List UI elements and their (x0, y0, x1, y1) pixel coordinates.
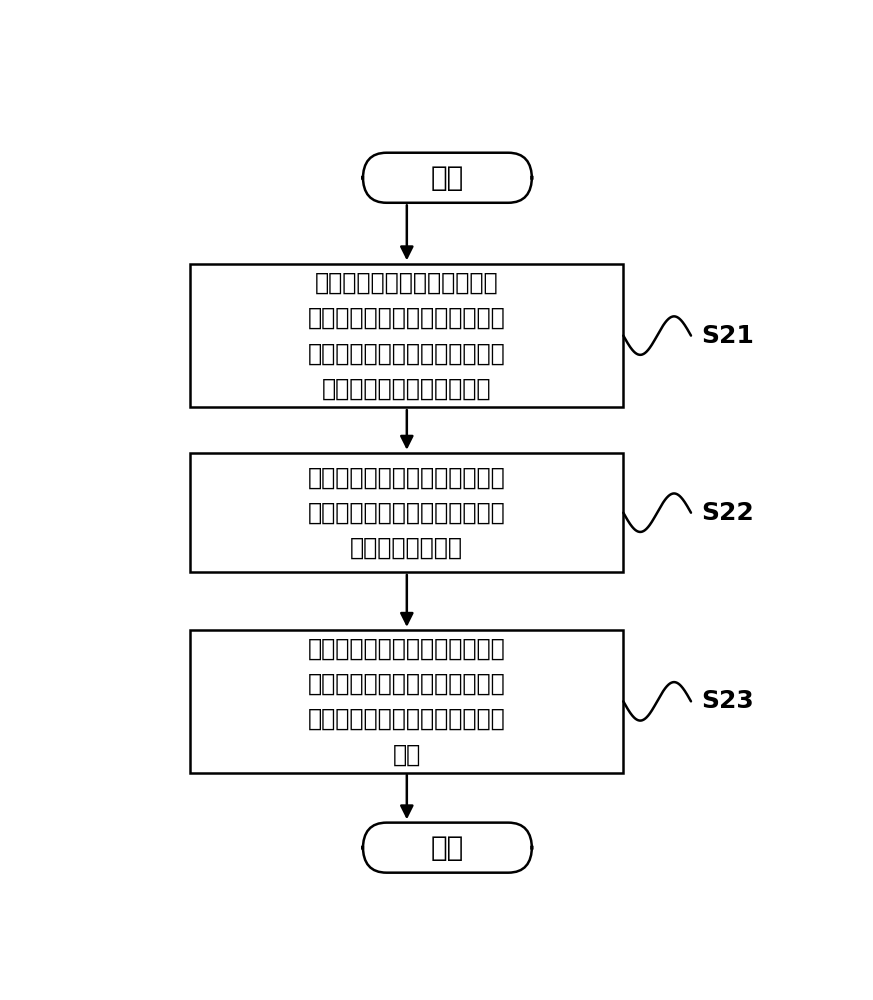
FancyBboxPatch shape (190, 453, 623, 572)
FancyBboxPatch shape (363, 153, 532, 203)
Text: 接收用户输入的启动指令，其
中，启动指令为启动应用程序的
安装包的指令，安装包中包括用
户界面线程和代码编译线程: 接收用户输入的启动指令，其 中，启动指令为启动应用程序的 安装包的指令，安装包中… (308, 270, 505, 401)
Text: S23: S23 (701, 689, 754, 713)
Text: S22: S22 (701, 501, 754, 525)
Text: 结束: 结束 (430, 834, 464, 862)
FancyBboxPatch shape (363, 823, 532, 873)
Text: 开始: 开始 (430, 164, 464, 192)
Text: 判断用户界面线程是否完成，若
用户界面线程启动完成，将代码
编译线程从暂停状态切换为运行
状态: 判断用户界面线程是否完成，若 用户界面线程启动完成，将代码 编译线程从暂停状态切… (308, 636, 505, 766)
FancyBboxPatch shape (190, 630, 623, 773)
Text: 根据启动指令，启动用户界面线
程，并将代码编译线程从运行状
态切换为暂停状态: 根据启动指令，启动用户界面线 程，并将代码编译线程从运行状 态切换为暂停状态 (308, 465, 505, 560)
Text: S21: S21 (701, 324, 754, 348)
FancyBboxPatch shape (190, 264, 623, 407)
